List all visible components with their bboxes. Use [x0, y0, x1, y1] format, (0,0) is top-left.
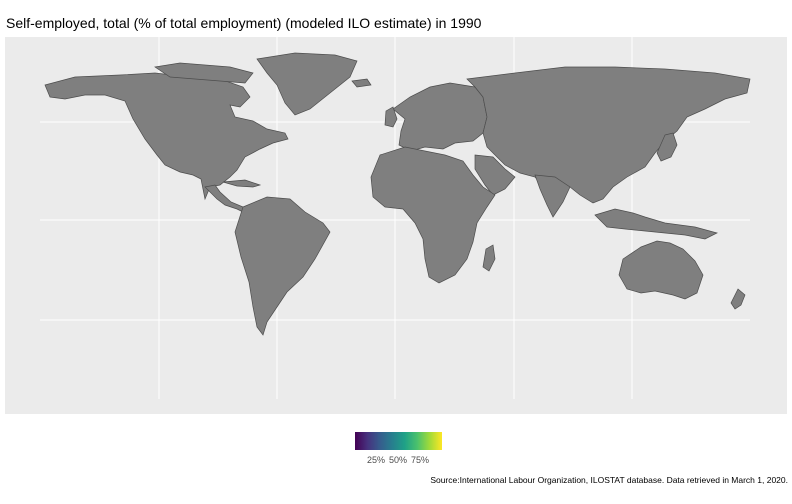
caribbean — [222, 179, 262, 188]
madagascar — [482, 244, 496, 272]
greenland — [256, 52, 358, 116]
source-caption: Source:International Labour Organization… — [430, 475, 788, 485]
map-title: Self-employed, total (% of total employm… — [6, 15, 482, 31]
south-america — [234, 196, 331, 336]
legend-label-25: 25% — [366, 455, 386, 465]
legend-labels: 25% 50% 75% — [355, 455, 442, 467]
land-masses — [44, 52, 751, 336]
india — [534, 174, 571, 218]
australia — [618, 240, 704, 300]
north-america — [44, 72, 289, 201]
new-zealand — [730, 288, 746, 310]
legend-label-50: 50% — [388, 455, 408, 465]
british-isles — [384, 106, 398, 128]
japan — [656, 132, 678, 162]
world-map — [40, 37, 751, 399]
iceland — [351, 78, 372, 88]
legend-colorbar — [355, 432, 442, 450]
asia — [466, 66, 751, 204]
arabia — [474, 154, 516, 196]
legend-label-75: 75% — [410, 455, 430, 465]
europe — [392, 82, 488, 152]
arctic-islands — [154, 62, 254, 84]
africa — [370, 146, 496, 284]
map-panel — [5, 37, 787, 414]
southeast-asia — [594, 208, 718, 240]
